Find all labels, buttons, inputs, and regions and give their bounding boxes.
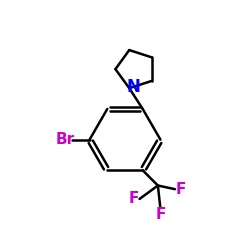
- Text: Br: Br: [56, 132, 75, 147]
- Text: F: F: [128, 192, 138, 206]
- Text: N: N: [127, 78, 140, 96]
- Text: F: F: [155, 207, 166, 222]
- Text: F: F: [176, 182, 186, 197]
